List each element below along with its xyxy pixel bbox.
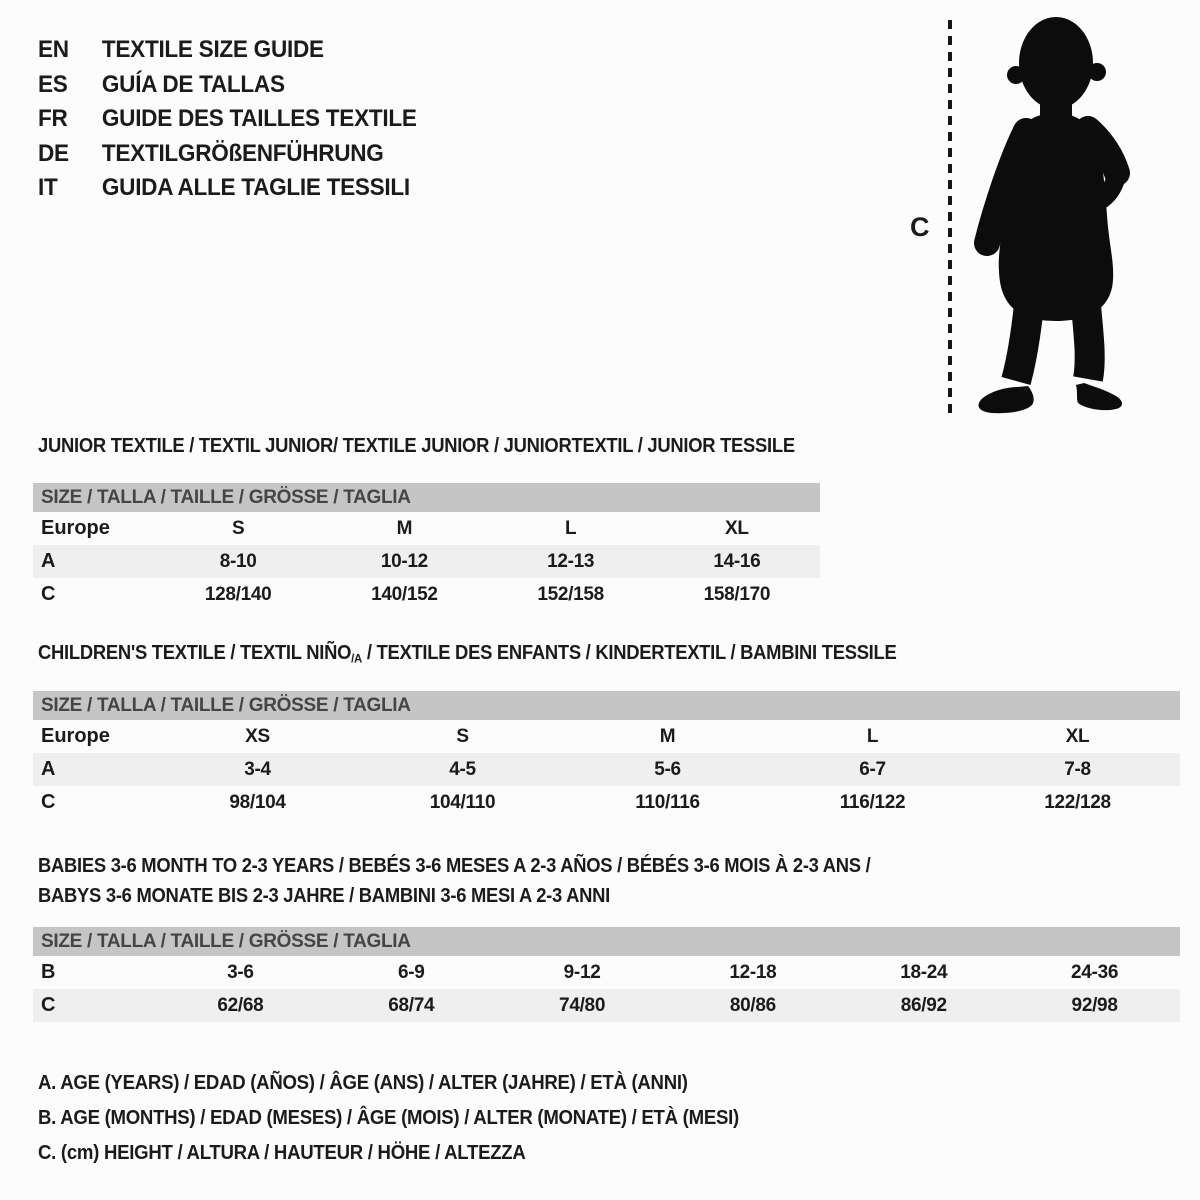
legend-line-c: C. (cm) HEIGHT / ALTURA / HAUTEUR / HÖHE…: [38, 1142, 526, 1164]
guide-title-fr: GUIDE DES TAILLES TEXTILE: [101, 105, 417, 133]
size-cell: L: [564, 517, 577, 539]
language-code: ES: [38, 70, 68, 98]
age-cell: 14-16: [713, 550, 761, 572]
size-cell: M: [659, 725, 676, 747]
age-cell: 3-6: [227, 961, 254, 983]
junior-size-table: SIZE / TALLA / TAILLE / GRÖSSE / TAGLIA …: [33, 483, 820, 611]
size-cell: S: [231, 517, 245, 539]
height-cell: 104/110: [429, 791, 496, 813]
size-cell: XL: [1065, 725, 1090, 747]
language-code: FR: [38, 105, 68, 133]
row-label: A: [41, 550, 56, 572]
size-cell: XS: [245, 725, 270, 747]
children-section-title: CHILDREN'S TEXTILE / TEXTIL NIÑO/A / TEX…: [38, 642, 897, 666]
height-cell: 152/158: [537, 583, 604, 605]
language-row-it: IT GUIDA ALLE TAGLIE TESSILI: [38, 171, 417, 206]
height-cell: 68/74: [388, 994, 435, 1016]
size-header-bar: SIZE / TALLA / TAILLE / GRÖSSE / TAGLIA: [33, 927, 1180, 956]
age-cell: 3-4: [244, 758, 271, 780]
age-cell: 6-7: [859, 758, 886, 780]
language-code: EN: [38, 36, 69, 64]
height-cell: 98/104: [229, 791, 286, 813]
size-cell: XL: [725, 517, 749, 539]
height-cell: 140/152: [371, 583, 438, 605]
babies-size-table: SIZE / TALLA / TAILLE / GRÖSSE / TAGLIA …: [33, 927, 1180, 1022]
babies-age-row: B 3-6 6-9 9-12 12-18 18-24 24-36: [33, 956, 1180, 989]
language-row-fr: FR GUIDE DES TAILLES TEXTILE: [38, 102, 417, 137]
junior-section-title: JUNIOR TEXTILE / TEXTIL JUNIOR/ TEXTILE …: [38, 435, 795, 457]
children-age-row: A 3-4 4-5 5-6 6-7 7-8: [33, 753, 1180, 786]
height-cell: 158/170: [703, 583, 771, 605]
region-label: Europe: [41, 517, 110, 539]
age-cell: 9-12: [563, 961, 601, 983]
babies-height-row: C 62/68 68/74 74/80 80/86 86/92 92/98: [33, 989, 1180, 1022]
row-label: B: [41, 961, 56, 983]
age-cell: 10-12: [380, 550, 428, 572]
legend-line-a: A. AGE (YEARS) / EDAD (AÑOS) / ÂGE (ANS)…: [38, 1072, 688, 1094]
size-header-bar: SIZE / TALLA / TAILLE / GRÖSSE / TAGLIA: [33, 691, 1180, 720]
height-measure-dashed-line: [948, 20, 952, 417]
age-cell: 12-18: [729, 961, 777, 983]
language-row-es: ES GUÍA DE TALLAS: [38, 68, 417, 103]
legend-line-b: B. AGE (MONTHS) / EDAD (MESES) / ÂGE (MO…: [38, 1107, 739, 1129]
language-code: IT: [38, 174, 58, 202]
age-cell: 4-5: [449, 758, 476, 780]
height-cell: 86/92: [900, 994, 947, 1016]
children-title-subscript: /A: [351, 651, 362, 666]
height-cell: 128/140: [204, 583, 272, 605]
size-cell: L: [866, 725, 879, 747]
children-size-table: SIZE / TALLA / TAILLE / GRÖSSE / TAGLIA …: [33, 691, 1180, 819]
size-cell: S: [456, 725, 469, 747]
children-height-row: C 98/104 104/110 110/116 116/122 122/128: [33, 786, 1180, 819]
height-cell: 110/116: [635, 791, 700, 813]
row-label: C: [41, 791, 56, 813]
language-row-en: EN TEXTILE SIZE GUIDE: [38, 33, 417, 68]
language-row-de: DE TEXTILGRÖßENFÜHRUNG: [38, 137, 417, 172]
guide-title-it: GUIDA ALLE TAGLIE TESSILI: [101, 174, 410, 202]
babies-section-title: BABIES 3-6 MONTH TO 2-3 YEARS / BEBÉS 3-…: [38, 851, 871, 911]
size-header-bar: SIZE / TALLA / TAILLE / GRÖSSE / TAGLIA: [33, 483, 820, 512]
height-measure-label: C: [910, 212, 930, 242]
size-cell: M: [396, 517, 413, 539]
age-cell: 5-6: [654, 758, 681, 780]
height-cell: 74/80: [559, 994, 606, 1016]
junior-age-row: A 8-10 10-12 12-13 14-16: [33, 545, 820, 578]
height-cell: 62/68: [217, 994, 264, 1016]
row-label: C: [41, 583, 56, 605]
height-cell: 116/122: [839, 791, 906, 813]
guide-title-de: TEXTILGRÖßENFÜHRUNG: [101, 139, 384, 167]
height-cell: 122/128: [1044, 791, 1111, 813]
age-cell: 24-36: [1071, 961, 1119, 983]
age-cell: 6-9: [397, 961, 425, 983]
legend-notes: A. AGE (YEARS) / EDAD (AÑOS) / ÂGE (ANS)…: [38, 1066, 739, 1171]
region-label: Europe: [41, 725, 110, 747]
junior-region-row: Europe S M L XL: [33, 512, 820, 545]
language-title-list: EN TEXTILE SIZE GUIDE ES GUÍA DE TALLAS …: [38, 33, 417, 206]
row-label: A: [41, 758, 56, 780]
height-cell: 92/98: [1071, 994, 1118, 1016]
language-code: DE: [38, 139, 69, 167]
toddler-silhouette-icon: [974, 17, 1130, 414]
babies-title-line1: BABIES 3-6 MONTH TO 2-3 YEARS / BEBÉS 3-…: [38, 855, 871, 877]
children-title-part2: / TEXTILE DES ENFANTS / KINDERTEXTIL / B…: [361, 642, 897, 664]
babies-title-line2: BABYS 3-6 MONATE BIS 2-3 JAHRE / BAMBINI…: [38, 885, 610, 907]
age-cell: 12-13: [547, 550, 595, 572]
age-cell: 7-8: [1064, 758, 1091, 780]
row-label: C: [41, 994, 56, 1016]
age-cell: 8-10: [219, 550, 257, 572]
guide-title-es: GUÍA DE TALLAS: [101, 70, 285, 98]
junior-height-row: C 128/140 140/152 152/158 158/170: [33, 578, 820, 611]
guide-title-en: TEXTILE SIZE GUIDE: [101, 36, 324, 64]
children-title-part1: CHILDREN'S TEXTILE / TEXTIL NIÑO: [38, 642, 352, 664]
age-cell: 18-24: [900, 961, 948, 983]
children-region-row: Europe XS S M L XL: [33, 720, 1180, 753]
height-cell: 80/86: [729, 994, 776, 1016]
